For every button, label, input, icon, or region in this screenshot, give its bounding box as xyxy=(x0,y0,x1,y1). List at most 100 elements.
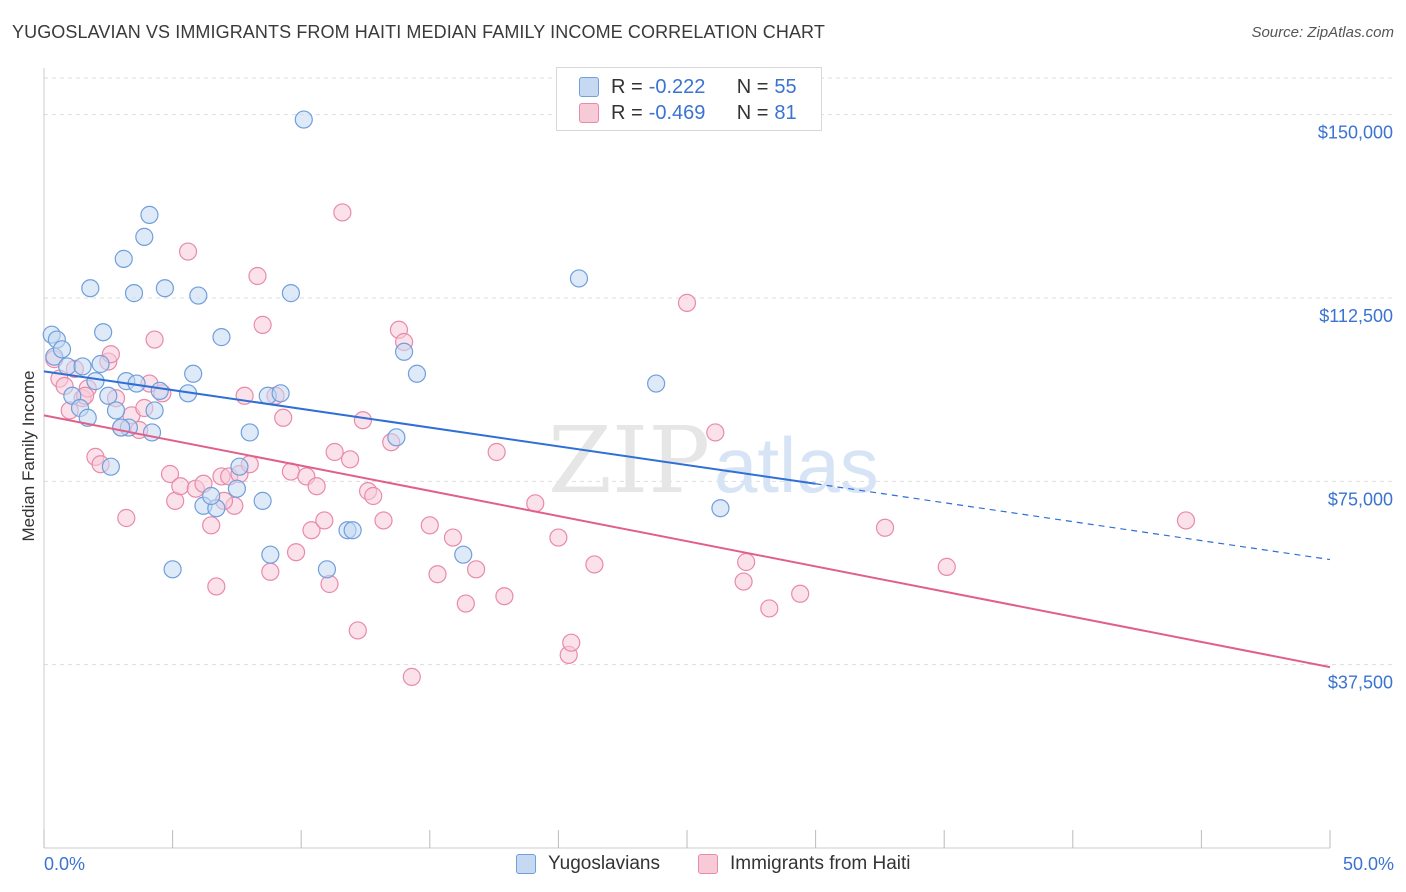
point-yugoslavian xyxy=(73,357,92,376)
point-haiti xyxy=(286,543,306,562)
point-yugoslavian xyxy=(52,340,72,359)
point-yugoslavian xyxy=(163,560,182,579)
pink-swatch xyxy=(579,103,599,123)
point-yugoslavian xyxy=(189,286,208,305)
point-haiti xyxy=(1176,511,1196,530)
n-label: N = xyxy=(736,101,769,124)
tick-labels: $37,500 $75,000 $112,500 $150,000 0.0% 50.0% xyxy=(44,123,1394,874)
point-haiti xyxy=(466,560,486,579)
point-yugoslavian xyxy=(227,479,246,498)
r-label: R = xyxy=(611,101,643,124)
r-value-blue: -0.222 xyxy=(648,75,706,98)
legend-label-yugoslavians: Yugoslavians xyxy=(548,853,660,874)
legend-pink-swatch xyxy=(698,854,718,874)
point-haiti xyxy=(402,667,421,686)
watermark: ZIP atlas xyxy=(548,407,879,514)
y-tick-label: $112,500 xyxy=(1319,306,1393,326)
point-haiti xyxy=(549,528,568,547)
x-tick-label-min: 0.0% xyxy=(44,854,85,874)
point-haiti xyxy=(495,587,514,606)
point-haiti xyxy=(428,565,447,584)
point-haiti xyxy=(340,450,360,469)
point-haiti xyxy=(737,552,756,572)
point-haiti xyxy=(274,408,293,427)
point-yugoslavian xyxy=(112,418,131,437)
point-haiti xyxy=(526,494,545,513)
point-yugoslavian xyxy=(58,357,77,376)
legend-blue-swatch xyxy=(516,854,536,874)
point-yugoslavian xyxy=(150,381,169,400)
point-yugoslavian xyxy=(184,364,203,383)
stats-box: R = -0.222 N = 55 R = -0.469 N = 81 xyxy=(556,67,822,131)
point-yugoslavian xyxy=(711,499,730,518)
point-yugoslavian xyxy=(140,205,159,224)
point-haiti xyxy=(420,516,439,535)
y-tick-label: $150,000 xyxy=(1318,123,1393,143)
point-haiti xyxy=(791,584,810,603)
point-haiti xyxy=(202,516,221,535)
point-haiti xyxy=(706,423,725,442)
legend-item-yugoslavians[interactable]: Yugoslavians xyxy=(516,851,660,877)
point-haiti xyxy=(487,442,506,462)
n-label: N = xyxy=(736,75,769,98)
point-haiti xyxy=(145,330,164,349)
point-yugoslavian xyxy=(407,364,427,383)
point-haiti xyxy=(248,266,267,286)
point-yugoslavian xyxy=(271,384,290,403)
point-yugoslavian xyxy=(91,354,110,374)
point-yugoslavian xyxy=(454,545,473,564)
source-label: Source: ZipAtlas.com xyxy=(1251,24,1394,41)
legend-label-haiti: Immigrants from Haiti xyxy=(730,853,911,874)
stats-row-yugoslavians: R = -0.222 N = 55 xyxy=(579,73,797,101)
point-haiti xyxy=(734,572,753,591)
point-yugoslavian xyxy=(317,560,337,579)
point-yugoslavian xyxy=(106,401,126,420)
trend-line-yugoslavians-extension xyxy=(815,483,1331,561)
point-yugoslavian xyxy=(81,279,100,298)
grid-lines xyxy=(44,77,1395,666)
point-haiti xyxy=(585,555,604,574)
y-tick-label: $37,500 xyxy=(1328,673,1393,693)
point-haiti xyxy=(307,477,326,496)
point-yugoslavian xyxy=(94,323,113,342)
point-haiti xyxy=(171,477,190,496)
point-haiti xyxy=(117,508,136,528)
point-yugoslavian xyxy=(145,401,164,420)
r-label: R = xyxy=(611,75,643,98)
point-yugoslavian xyxy=(135,227,154,246)
point-haiti xyxy=(333,203,352,222)
y-axis-label: Median Family Income xyxy=(19,370,38,541)
point-yugoslavian xyxy=(78,408,97,427)
point-haiti xyxy=(348,621,367,640)
point-haiti xyxy=(562,633,581,652)
point-haiti xyxy=(456,594,475,613)
point-yugoslavian xyxy=(647,374,666,393)
data-points xyxy=(42,110,1196,686)
point-yugoslavian xyxy=(569,269,589,288)
point-haiti xyxy=(325,442,344,462)
point-haiti xyxy=(160,464,180,484)
point-yugoslavian xyxy=(230,457,249,476)
point-yugoslavian xyxy=(240,423,259,442)
point-yugoslavian xyxy=(86,372,105,391)
point-yugoslavian xyxy=(212,328,231,347)
point-haiti xyxy=(677,293,697,312)
point-yugoslavian xyxy=(99,386,118,405)
point-haiti xyxy=(443,528,463,547)
point-haiti xyxy=(253,315,272,334)
point-haiti xyxy=(353,411,373,430)
point-yugoslavian xyxy=(114,249,133,268)
point-haiti xyxy=(364,486,383,506)
r-value-pink: -0.469 xyxy=(648,101,706,124)
point-haiti xyxy=(261,562,280,581)
point-haiti xyxy=(374,511,393,530)
point-yugoslavian xyxy=(394,342,414,361)
point-haiti xyxy=(875,518,895,537)
watermark-atlas: atlas xyxy=(714,421,879,509)
point-yugoslavian xyxy=(294,110,313,129)
trend-line-haiti xyxy=(43,414,1331,669)
legend-item-haiti[interactable]: Immigrants from Haiti xyxy=(698,851,911,877)
point-haiti xyxy=(178,242,198,261)
point-yugoslavian xyxy=(101,457,120,476)
